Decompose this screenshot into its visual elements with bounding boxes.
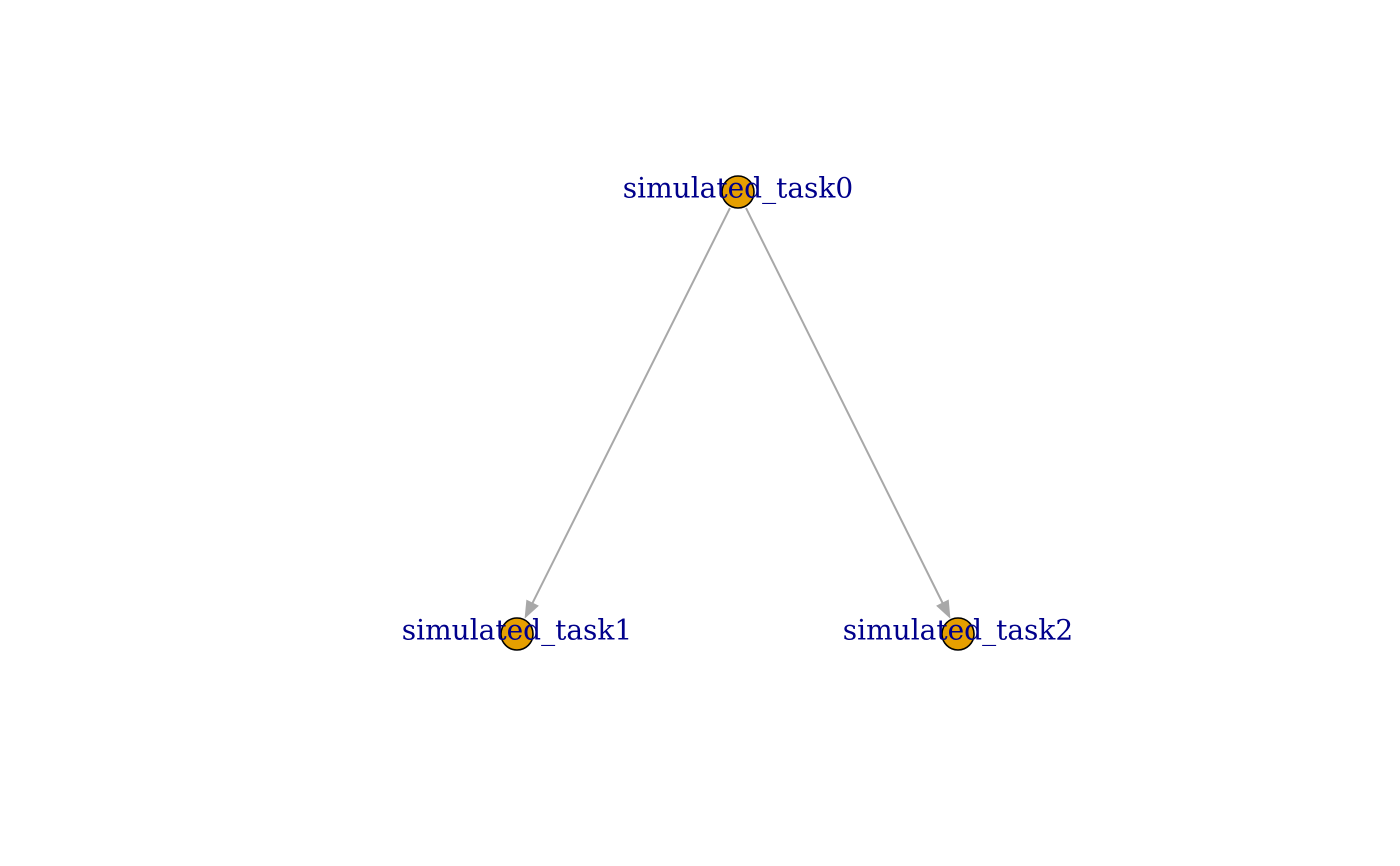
edge-task0-to-task2 [745, 207, 946, 607]
node-circle-task1[interactable] [500, 617, 534, 651]
arrowhead-task1 [524, 599, 539, 619]
arrowhead-task2 [936, 599, 951, 619]
node-label-task1: simulated_task1 [402, 614, 632, 647]
node-simulated-task1[interactable]: simulated_task1 [402, 614, 632, 651]
nodes-layer: simulated_task0 simulated_task1 simulate… [402, 172, 1073, 651]
edge-task0-to-task1 [529, 207, 731, 607]
node-circle-task2[interactable] [941, 617, 975, 651]
node-simulated-task2[interactable]: simulated_task2 [843, 614, 1073, 651]
edges-layer [524, 207, 951, 619]
node-label-task0: simulated_task0 [623, 172, 853, 205]
node-circle-task0[interactable] [721, 175, 755, 209]
node-label-task2: simulated_task2 [843, 614, 1073, 647]
node-simulated-task0[interactable]: simulated_task0 [623, 172, 853, 209]
